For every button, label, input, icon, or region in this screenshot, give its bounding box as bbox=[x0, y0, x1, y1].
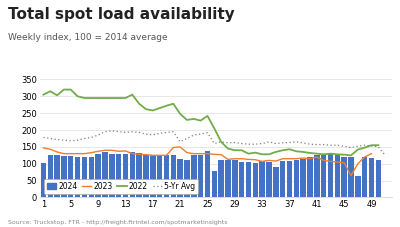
Bar bbox=[150, 155, 156, 197]
Bar bbox=[314, 155, 320, 197]
Bar bbox=[212, 170, 217, 197]
Bar bbox=[184, 160, 190, 197]
Bar bbox=[321, 154, 326, 197]
Bar bbox=[252, 163, 258, 197]
Bar bbox=[198, 155, 203, 197]
Bar bbox=[68, 156, 74, 197]
Bar bbox=[280, 161, 285, 197]
Bar bbox=[369, 158, 374, 197]
Bar bbox=[260, 161, 265, 197]
Bar bbox=[61, 156, 67, 197]
Bar bbox=[218, 160, 224, 197]
Bar bbox=[54, 155, 60, 197]
Bar bbox=[300, 159, 306, 197]
Bar bbox=[205, 151, 210, 197]
Bar bbox=[136, 153, 142, 197]
Bar bbox=[334, 155, 340, 197]
Legend: 2024, 2023, 2022, 5-Yr Avg: 2024, 2023, 2022, 5-Yr Avg bbox=[44, 179, 198, 194]
Bar bbox=[143, 155, 149, 197]
Bar bbox=[116, 154, 121, 197]
Bar bbox=[41, 163, 46, 197]
Bar bbox=[102, 152, 108, 197]
Bar bbox=[164, 155, 169, 197]
Bar bbox=[328, 153, 333, 197]
Bar bbox=[273, 167, 278, 197]
Bar bbox=[95, 154, 101, 197]
Text: Source: Truckstop, FTR - http://freight.ftrintel.com/spotmarketinsights: Source: Truckstop, FTR - http://freight.… bbox=[8, 220, 228, 225]
Bar bbox=[355, 175, 360, 197]
Bar bbox=[130, 152, 135, 197]
Text: Total spot load availability: Total spot load availability bbox=[8, 7, 235, 22]
Bar bbox=[82, 157, 87, 197]
Bar bbox=[362, 157, 367, 197]
Bar bbox=[266, 162, 272, 197]
Bar bbox=[348, 157, 354, 197]
Bar bbox=[177, 159, 183, 197]
Bar bbox=[376, 160, 381, 197]
Bar bbox=[287, 161, 292, 197]
Bar bbox=[232, 160, 238, 197]
Text: Weekly index, 100 = 2014 average: Weekly index, 100 = 2014 average bbox=[8, 33, 168, 42]
Bar bbox=[342, 157, 347, 197]
Bar bbox=[48, 155, 53, 197]
Bar bbox=[225, 160, 231, 197]
Bar bbox=[191, 155, 196, 197]
Bar bbox=[307, 157, 313, 197]
Bar bbox=[170, 155, 176, 197]
Bar bbox=[109, 154, 114, 197]
Bar bbox=[157, 155, 162, 197]
Bar bbox=[246, 162, 251, 197]
Bar bbox=[239, 162, 244, 197]
Bar bbox=[75, 157, 80, 197]
Bar bbox=[294, 160, 299, 197]
Bar bbox=[88, 157, 94, 197]
Bar bbox=[123, 154, 128, 197]
